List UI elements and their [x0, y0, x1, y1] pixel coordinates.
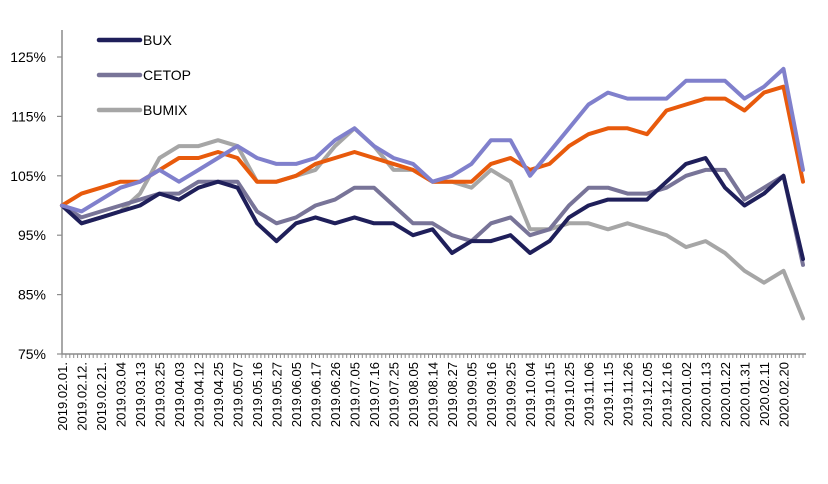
- y-tick-label: 115%: [11, 108, 46, 124]
- x-tick-label: 2019.02.12.: [75, 362, 90, 431]
- x-tick-label: 2019.09.05: [465, 362, 480, 427]
- x-tick-label: 2019.09.25: [504, 362, 519, 427]
- x-tick-label: 2019.12.05: [640, 362, 655, 427]
- x-tick-label: 2019.10.04: [523, 362, 538, 427]
- x-tick-label: 2019.08.05: [406, 362, 421, 427]
- x-tick-label: 2019.09.16: [484, 362, 499, 427]
- series-line-bux: [60, 156, 805, 261]
- x-tick-label: 2019.05.27: [270, 362, 285, 427]
- x-tick-label: 2019.07.25: [387, 362, 402, 427]
- x-tick-label: 2019.08.27: [445, 362, 460, 427]
- x-tick-label: 2019.11.26: [621, 362, 636, 426]
- y-tick-label: 95%: [18, 227, 46, 243]
- y-tick-label: 85%: [18, 287, 46, 303]
- x-tick-label: 2019.11.15: [601, 362, 616, 426]
- x-tick-label: 2019.06.17: [309, 362, 324, 427]
- x-tick-label: 2019.06.26: [328, 362, 343, 427]
- series-line-unlabeled: [60, 66, 805, 214]
- x-tick-label: 2019.10.25: [562, 362, 577, 427]
- x-tick-label: 2019.04.03: [172, 362, 187, 427]
- y-tick-label: 125%: [10, 49, 46, 65]
- x-tick-label: 2019.07.16: [367, 362, 382, 427]
- y-tick-label: 105%: [10, 168, 46, 184]
- x-tick-label: 2020.01.02: [679, 362, 694, 427]
- x-tick-label: 2020.01.31: [738, 362, 753, 427]
- x-tick-label: 2019.04.25: [211, 362, 226, 427]
- axes: 75% 85% 95% 105% 115% 125% 2019.02.01. 2019.02.…: [10, 30, 806, 431]
- x-tick-label: 2019.05.07: [231, 362, 246, 427]
- series-lines: [60, 66, 805, 321]
- x-tick-label: 2019.05.16: [250, 362, 265, 427]
- legend: BUX CETOP BUMIX: [96, 32, 191, 118]
- x-tick-label: 2019.03.13: [133, 362, 148, 427]
- y-tick-label: 75%: [18, 346, 46, 362]
- x-tick-label: 2019.02.01.: [55, 362, 70, 431]
- x-tick-label: 2019.02.21.: [94, 362, 109, 431]
- x-tick-label: 2020.02.20: [777, 362, 792, 427]
- x-tick-label: 2019.07.05: [348, 362, 363, 427]
- x-tick-label: 2019.12.16: [660, 362, 675, 427]
- x-tick-label: 2019.08.14: [426, 362, 441, 427]
- legend-label: BUMIX: [143, 102, 188, 118]
- x-tick-label: 2019.11.06: [582, 362, 597, 426]
- x-tick-label: 2019.06.05: [289, 362, 304, 427]
- x-tick-label: 2020.02.11: [757, 362, 772, 426]
- series-line-cetop: [60, 167, 805, 267]
- x-tick-label: 2020.01.13: [699, 362, 714, 427]
- x-tick-label: 2019.03.04: [114, 362, 129, 427]
- legend-label: CETOP: [143, 67, 191, 83]
- x-tick-label: 2019.10.15: [543, 362, 558, 427]
- x-tick-label: 2019.04.12: [192, 362, 207, 427]
- x-tick-label: 2019.03.25: [153, 362, 168, 427]
- x-tick-label: 2020.01.22: [718, 362, 733, 427]
- legend-label: BUX: [143, 32, 172, 48]
